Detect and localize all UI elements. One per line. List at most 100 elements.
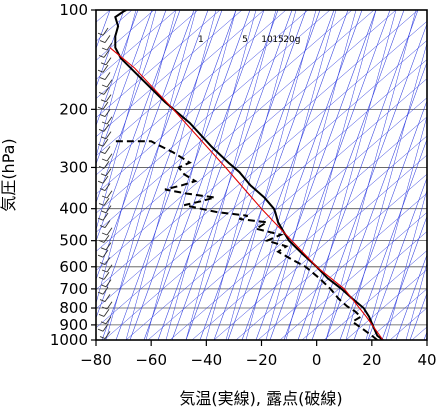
wind-barb-flag	[99, 188, 106, 192]
mixing-ratio-line	[105, 10, 197, 340]
wind-barb-flag	[97, 328, 104, 332]
mixing-ratio-labels: 1 5 10 15 20g	[198, 35, 300, 45]
mixing-ratio-line	[225, 10, 317, 340]
mixing-ratio-line	[405, 262, 427, 340]
wind-barb-flag	[98, 239, 105, 243]
moist-line	[96, 10, 209, 319]
adiabat-line	[125, 78, 427, 340]
wind-barb-flag	[98, 165, 105, 169]
wind-barb-flag	[101, 47, 108, 51]
moist-line	[96, 10, 195, 281]
y-tick-label: 300	[59, 158, 88, 176]
wind-barb-flag	[97, 106, 104, 110]
adiabat-line	[96, 10, 397, 271]
moist-line	[325, 61, 427, 340]
adiabat-line	[96, 10, 177, 80]
wind-barb	[106, 153, 113, 162]
adiabat-line	[279, 212, 427, 340]
wind-barb	[103, 197, 110, 206]
wind-barb-flag	[99, 77, 106, 81]
adiabat-line	[96, 10, 221, 119]
wind-barb	[103, 234, 110, 243]
moist-line	[199, 10, 321, 340]
wind-barb	[102, 212, 109, 221]
mixing-ratio-line	[205, 10, 297, 340]
moist-line	[185, 10, 307, 340]
adiabat-line	[96, 10, 287, 176]
adiabat-line	[191, 135, 427, 340]
wind-barb	[103, 123, 110, 132]
wind-barb-flag	[99, 336, 106, 340]
wind-barb	[105, 168, 112, 177]
wind-barb-flag	[100, 99, 107, 103]
moist-line	[381, 215, 427, 340]
moist-line	[241, 10, 363, 340]
wind-barb-flag	[99, 114, 106, 118]
mixing-ratio-line	[185, 10, 277, 340]
moist-line	[96, 10, 139, 127]
mixing-ratio-label: 15	[272, 35, 283, 45]
y-tick-label: 900	[59, 316, 88, 334]
wind-barb-flag	[100, 62, 107, 66]
y-tick-label: 100	[59, 1, 88, 19]
wind-barb	[102, 138, 109, 147]
adiabat-line	[411, 326, 427, 340]
x-axis-title: 気温(実線), 露点(破線)	[179, 389, 342, 408]
wind-barb-flag	[100, 247, 107, 251]
wind-barb-flag	[98, 54, 105, 58]
moist-line	[129, 10, 251, 340]
wind-barb-flag	[101, 121, 108, 125]
wind-barb-flag	[99, 40, 106, 44]
adiabat-line	[96, 10, 243, 138]
wind-barb-flag	[98, 313, 105, 317]
moist-line	[269, 10, 391, 340]
moist-line	[96, 10, 125, 88]
moist-line	[227, 10, 349, 340]
wind-barb	[104, 35, 111, 43]
mixing-ratio-line	[305, 10, 397, 340]
x-tick-label: 20	[362, 351, 381, 369]
adiabat-line	[96, 10, 331, 214]
wind-barb	[102, 249, 109, 258]
wind-barb	[105, 57, 112, 66]
y-tick-label: 700	[59, 280, 88, 298]
wind-barb-flag	[101, 195, 108, 199]
wind-barb	[104, 109, 111, 117]
wind-barb-flag	[98, 128, 105, 132]
wind-barb-flag	[101, 269, 108, 273]
series-line-1	[112, 140, 378, 340]
plot-frame	[95, 9, 428, 341]
wind-barb	[103, 49, 110, 58]
wind-barb-flag	[100, 136, 107, 140]
y-tick-label: 1000	[50, 331, 88, 349]
wind-barb	[106, 264, 113, 273]
adiabat-line	[235, 173, 427, 340]
moist-line	[339, 99, 427, 340]
adiabat-line	[96, 10, 309, 195]
wind-barb	[106, 301, 113, 310]
mixing-ratio-line	[285, 10, 377, 340]
wind-barb-flag	[97, 69, 104, 73]
mixing-ratio-line	[365, 115, 427, 340]
wind-barb-flag	[99, 262, 106, 266]
wind-barb	[104, 183, 111, 191]
wind-barb-flag	[97, 291, 104, 295]
wind-barb-flag	[100, 321, 107, 325]
wind-barb	[104, 331, 111, 339]
x-tick-label: 0	[312, 351, 322, 369]
wind-barb-flag	[97, 180, 104, 184]
mixing-ratio-line	[385, 188, 427, 340]
moist-line	[367, 176, 427, 340]
adiabat-line	[96, 10, 353, 233]
moist-line	[395, 253, 427, 340]
pressure-gridlines	[96, 9, 427, 341]
y-tick-label: 500	[59, 232, 88, 250]
wind-barb	[102, 64, 109, 73]
adiabat-line	[96, 10, 419, 290]
moist-line	[311, 22, 427, 340]
mixing-ratio-line	[125, 10, 217, 340]
wind-barb	[102, 101, 109, 110]
wind-barb	[106, 116, 113, 125]
x-tick-label: −20	[246, 351, 278, 369]
